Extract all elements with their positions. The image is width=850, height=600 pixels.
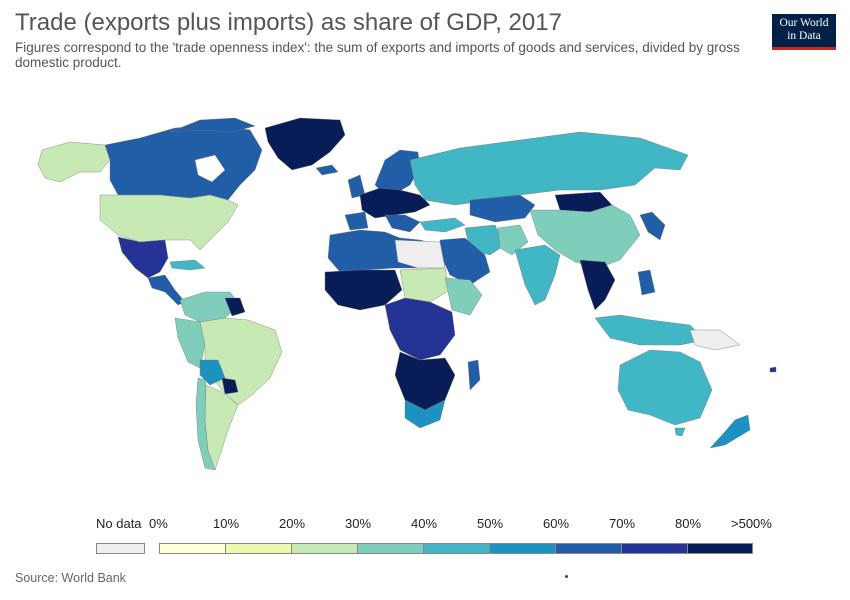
region-caribbean[interactable] [169,259,206,271]
region-canada-islands[interactable] [169,117,256,133]
legend-tick-label: 60% [543,516,570,531]
region-southern-africa[interactable] [394,351,456,411]
footer-dot [565,575,568,578]
legend-swatch [423,543,490,554]
legend-tick-label: 30% [345,516,372,531]
region-tasmania[interactable] [674,427,686,437]
legend-tick-label: >500% [731,516,772,531]
legend-tick-label: 40% [411,516,438,531]
legend-swatch [159,543,226,554]
region-horn-of-africa[interactable] [444,277,483,316]
region-india[interactable] [514,244,561,306]
legend-swatch [357,543,424,554]
legend-swatch [489,543,556,554]
region-argentina[interactable] [204,384,239,471]
region-mainland-se-asia[interactable] [579,259,616,311]
region-central-africa[interactable] [384,297,456,361]
region-china[interactable] [529,204,641,269]
logo-line-2: in Data [787,30,821,42]
region-western-europe[interactable] [359,187,431,219]
region-libya-egypt[interactable] [394,239,446,269]
region-paraguay[interactable] [221,377,239,395]
legend-tick-label: 80% [675,516,702,531]
region-south-africa[interactable] [404,399,446,429]
region-hudson-bay[interactable] [194,154,226,183]
legend-swatch [621,543,688,554]
legend-swatch [291,543,358,554]
legend-swatch [225,543,292,554]
region-canada[interactable] [104,124,263,201]
region-greenland[interactable] [264,117,346,171]
source-note: Source: World Bank [15,571,126,585]
region-turkey[interactable] [419,217,466,233]
region-papua[interactable] [689,329,741,351]
region-afghanistan-pakistan[interactable] [497,224,529,256]
legend-no-data-label: No data [96,516,142,531]
region-central-america[interactable] [147,274,186,306]
legend-tick-label: 70% [609,516,636,531]
legend-tick-label: 10% [213,516,240,531]
region-new-zealand[interactable] [709,414,751,449]
legend-tick-label: 0% [149,516,168,531]
region-italy-balkans[interactable] [384,214,421,233]
legend-tick-label: 50% [477,516,504,531]
region-alaska[interactable] [37,141,111,183]
legend-swatch [555,543,622,554]
logo-line-1: Our World [779,17,829,29]
region-kazakhstan[interactable] [469,194,536,223]
owid-logo[interactable]: Our World in Data [772,14,836,50]
region-usa[interactable] [99,194,239,251]
region-australia[interactable] [617,349,713,426]
legend-tick-label: 20% [279,516,306,531]
region-guyanas[interactable] [224,297,246,317]
region-korea-japan[interactable] [639,211,666,241]
chart-title: Trade (exports plus imports) as share of… [15,9,562,36]
region-philippines[interactable] [637,269,656,296]
region-madagascar[interactable] [467,359,481,391]
region-sudan-chad[interactable] [399,267,451,303]
region-iberia[interactable] [344,211,369,231]
world-map[interactable] [0,100,850,510]
legend-no-data-swatch [96,543,145,554]
region-iceland[interactable] [315,164,339,176]
region-russia[interactable] [409,131,689,206]
region-mexico[interactable] [117,236,169,279]
chart-subtitle: Figures correspond to the 'trade opennes… [15,40,740,70]
region-bolivia[interactable] [199,359,226,386]
color-legend: No data 0% 10% 20% 30% 40% 50% 60% 70% 8… [0,512,850,562]
region-indonesia[interactable] [594,314,706,346]
region-fiji[interactable] [769,366,777,373]
legend-swatch [687,543,753,554]
